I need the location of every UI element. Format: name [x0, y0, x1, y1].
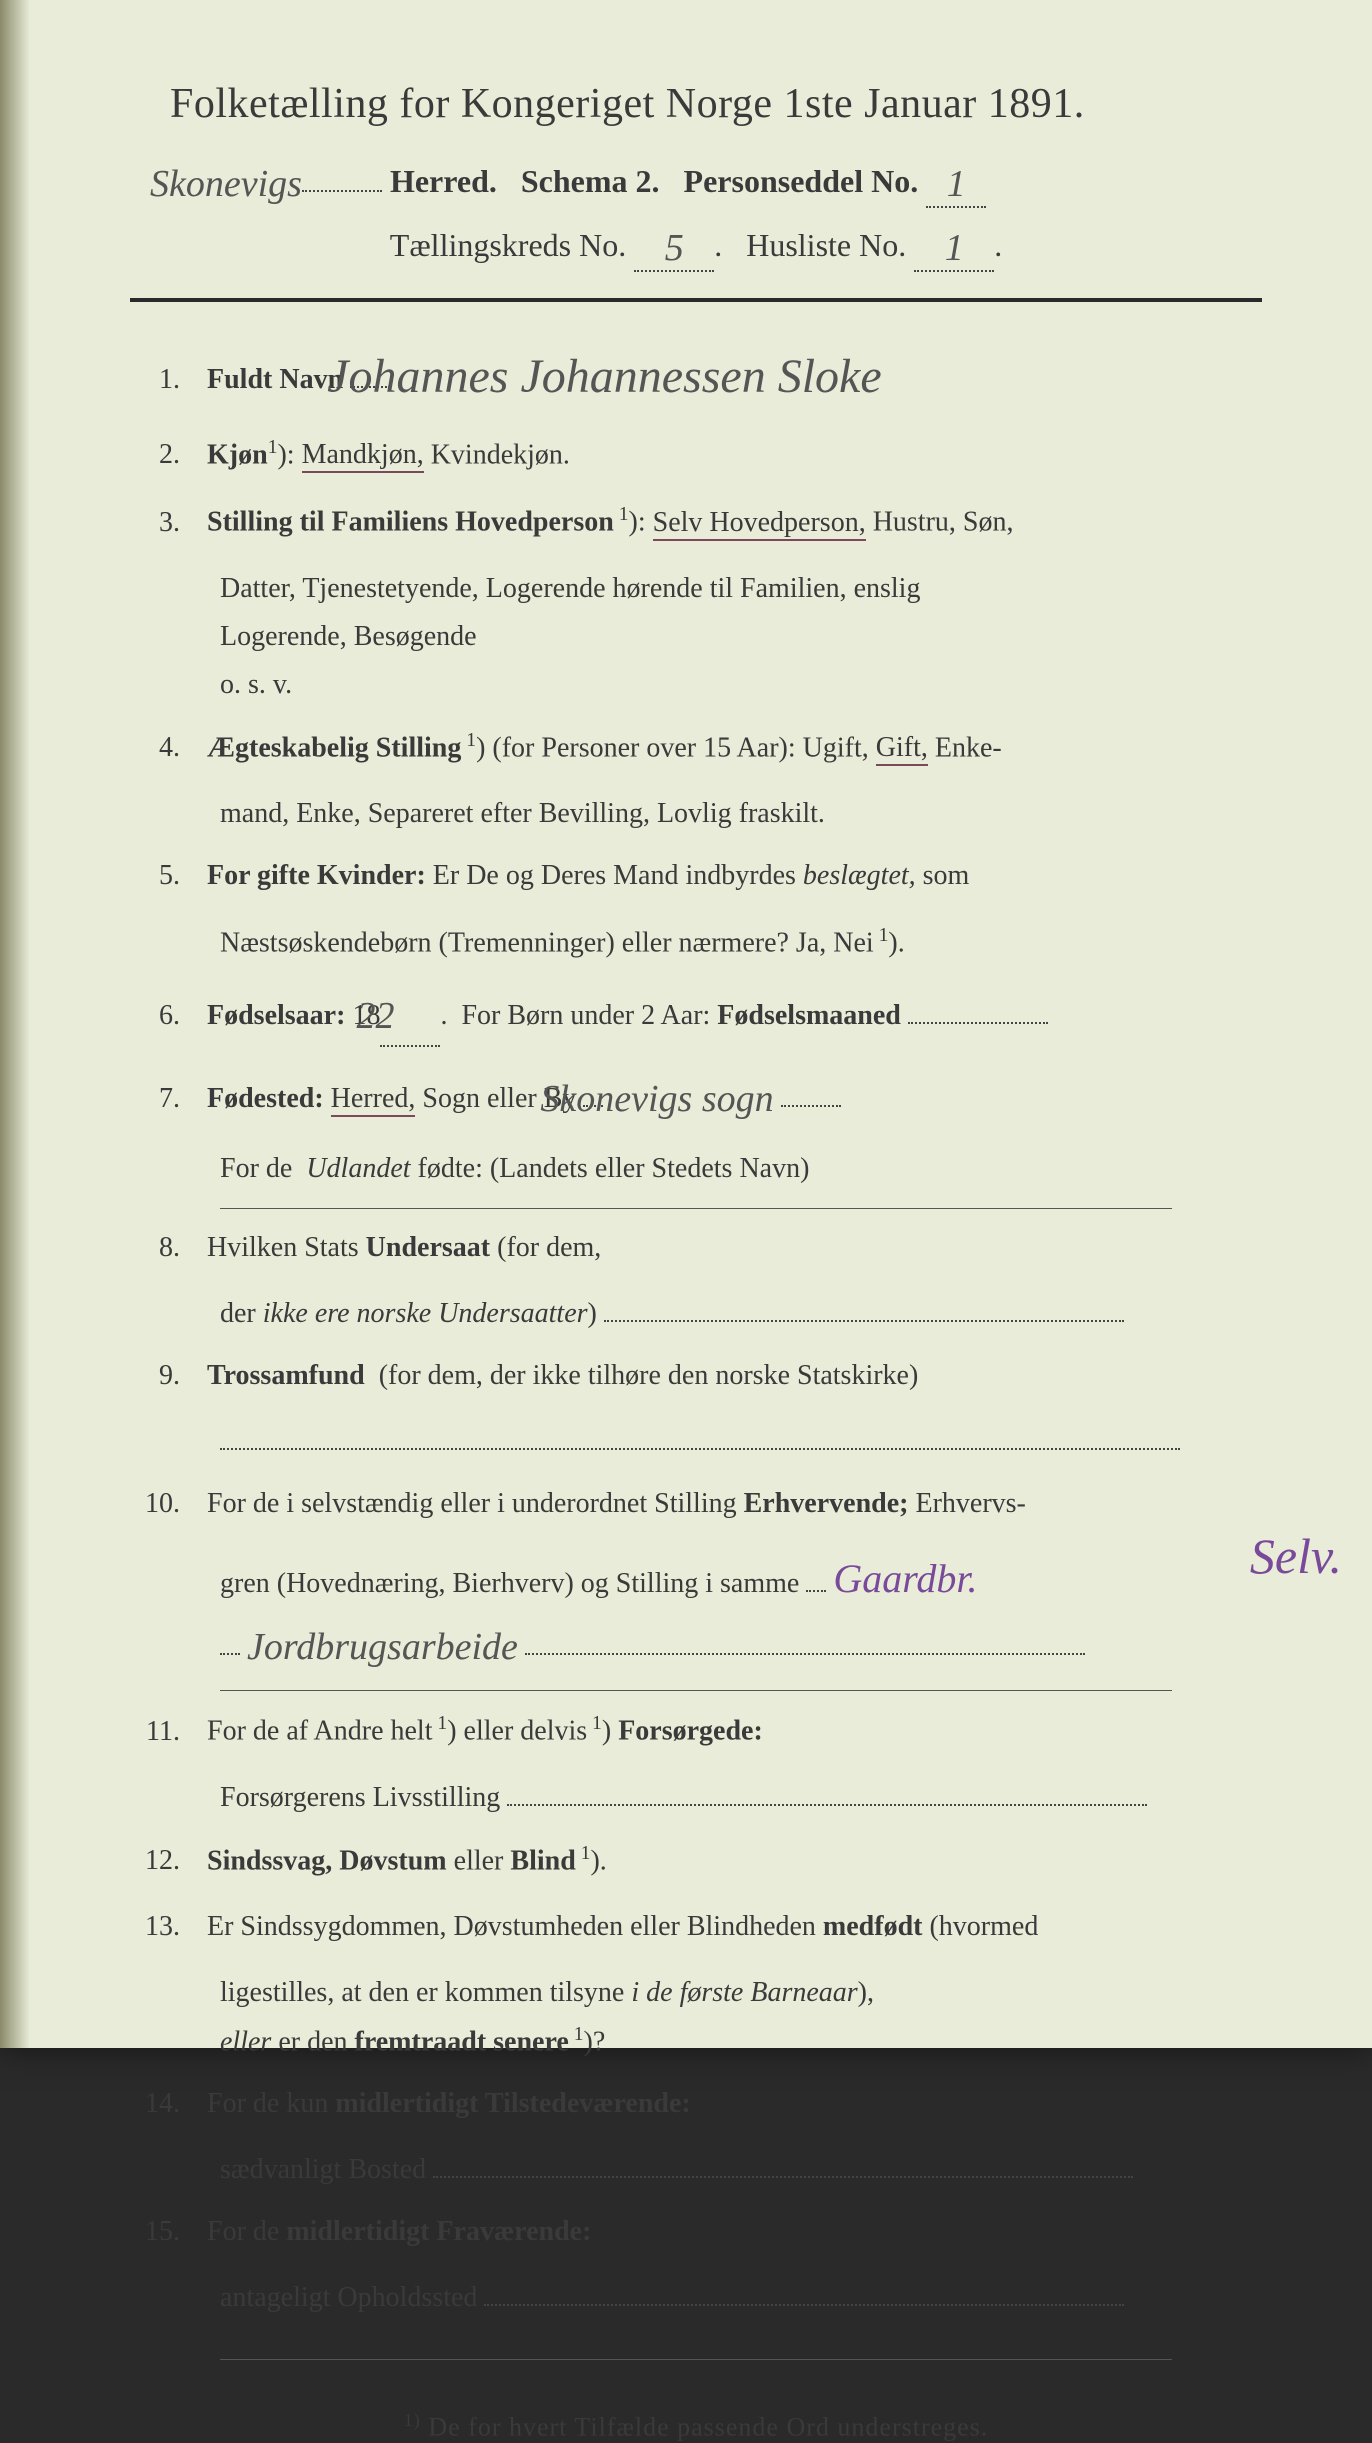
birthplace-type-selected: Herred,: [331, 1083, 416, 1117]
item-10-occupation: 10. For de i selvstændig eller i underor…: [130, 1483, 1262, 1525]
footer-divider: [220, 2359, 1172, 2360]
schema-label: Schema 2.: [521, 163, 660, 199]
marital-selected: Gift,: [876, 732, 928, 766]
item-9-religion: 9. Trossamfund (for dem, der ikke tilhør…: [130, 1355, 1262, 1397]
header-line-kreds: Tællingskreds No. 5. Husliste No. 1.: [130, 222, 1262, 268]
item-8-nationality: 8. Hvilken Stats Undersaat (for dem,: [130, 1227, 1262, 1269]
form-title: Folketælling for Kongeriget Norge 1ste J…: [130, 80, 1262, 128]
item-4-marital: 4. Ægteskabelig Stilling 1) (for Persone…: [130, 726, 1262, 769]
item-12-disability: 12. Sindssvag, Døvstum eller Blind 1).: [130, 1839, 1262, 1882]
item-15-temp-absent: 15. For de midlertidigt Fraværende:: [130, 2211, 1262, 2253]
item-7-birthplace: 7. Fødested: Herred, Sogn eller By Skone…: [130, 1067, 1262, 1124]
section-divider-1: [220, 1208, 1172, 1209]
header-rule: [130, 298, 1262, 302]
full-name-handwritten: Johannes Johannessen Sloke: [397, 341, 882, 413]
birthplace-value: Skonevigs sogn: [610, 1071, 773, 1128]
item-13-congenital: 13. Er Sindssygdommen, Døvstumheden elle…: [130, 1906, 1262, 1948]
form-header: Folketælling for Kongeriget Norge 1ste J…: [130, 80, 1262, 268]
sex-selected: Mandkjøn,: [302, 439, 424, 473]
item-14-temp-present: 14. For de kun midlertidigt Tilstedevære…: [130, 2083, 1262, 2125]
item-11-supported: 11. For de af Andre helt 1) eller delvis…: [130, 1709, 1262, 1752]
margin-annotation-selv: Selv.: [1250, 1519, 1342, 1594]
personseddel-label: Personseddel No.: [684, 163, 919, 199]
item-3-relation: 3. Stilling til Familiens Hovedperson 1)…: [130, 500, 1262, 543]
husliste-label: Husliste No.: [746, 227, 906, 263]
birthyear-value: 22: [380, 988, 440, 1047]
item-2-sex: 2. Kjøn1): Mandkjøn, Kvindekjøn.: [130, 433, 1262, 476]
census-form-page: Folketælling for Kongeriget Norge 1ste J…: [0, 0, 1372, 2048]
occupation-value-2: Jordbrugsarbeide: [247, 1619, 518, 1676]
herred-label: Herred.: [390, 163, 497, 199]
item-1-name: 1. Fuldt Navn Johannes Johannessen Sloke: [130, 337, 1262, 409]
header-line-herred: Skonevigs Herred. Schema 2. Personseddel…: [130, 158, 1262, 204]
kreds-label: Tællingskreds No.: [390, 227, 626, 263]
herred-name-handwritten: Skonevigs: [150, 162, 302, 206]
item-6-birthyear: 6. Fødselsaar: 1822. For Børn under 2 Aa…: [130, 984, 1262, 1043]
husliste-no: 1: [914, 226, 994, 272]
personseddel-no: 1: [926, 162, 986, 208]
item-5-related: 5. For gifte Kvinder: Er De og Deres Man…: [130, 855, 1262, 897]
relation-selected: Selv Hovedperson,: [653, 507, 866, 541]
kreds-no: 5: [634, 226, 714, 272]
footnote: 1) De for hvert Tilfælde passende Ord un…: [130, 2410, 1262, 2443]
section-divider-2: [220, 1690, 1172, 1691]
occupation-value-1: Gaardbr.: [833, 1556, 977, 1601]
